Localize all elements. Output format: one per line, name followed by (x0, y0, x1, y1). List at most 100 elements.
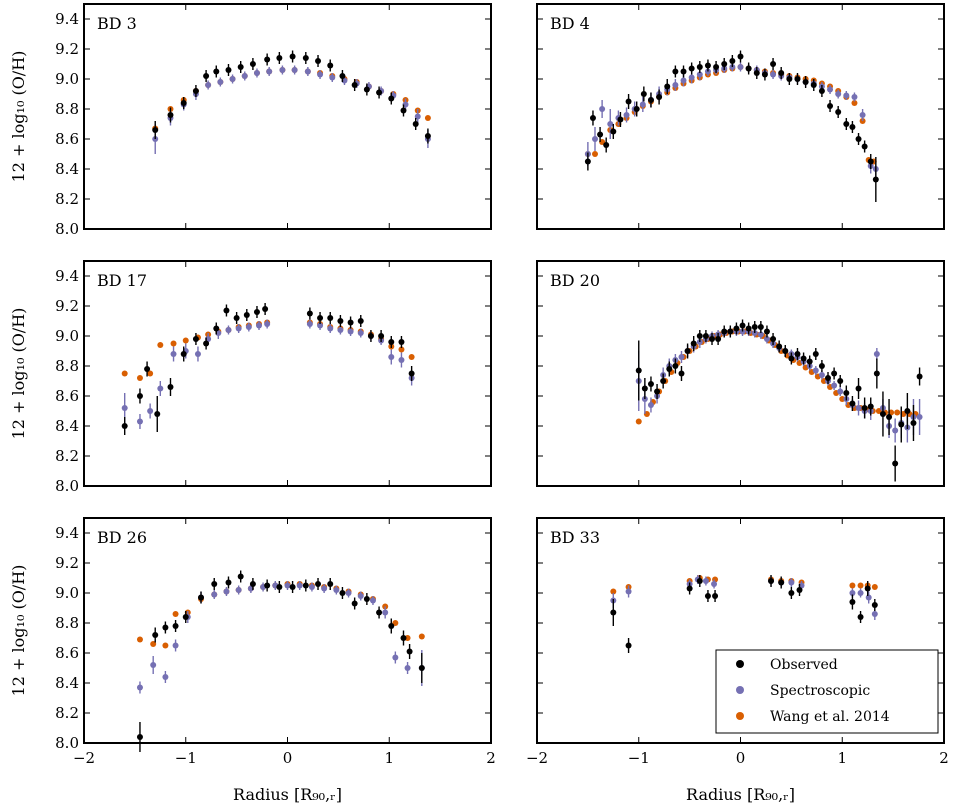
observed-point (660, 378, 667, 384)
observed-point (871, 602, 878, 608)
observed-point (406, 648, 413, 655)
observed-point (831, 370, 838, 377)
spectroscopic-point (916, 414, 923, 420)
wang-point (635, 418, 642, 425)
observed-point (152, 632, 159, 638)
observed-point (625, 98, 632, 105)
wang-point (408, 354, 415, 360)
observed-point (233, 315, 240, 321)
y-tick-label: 8.6 (55, 387, 79, 405)
observed-point (684, 348, 691, 354)
observed-point (680, 68, 687, 75)
spectroscopic-point (136, 418, 143, 425)
panel-frame (83, 3, 492, 230)
observed-point (400, 635, 407, 641)
spectroscopic-point (306, 321, 313, 327)
observed-point (872, 176, 879, 183)
spectroscopic-point (211, 591, 218, 598)
wang-point (157, 342, 164, 348)
spectroscopic-point (763, 336, 770, 342)
wang-point (172, 611, 179, 617)
legend-marker-observed (736, 660, 744, 668)
observed-point (243, 312, 250, 318)
observed-point (167, 384, 174, 390)
y-axis-label: 12 + log₁₀ (O/H) (9, 565, 28, 697)
spectroscopic-point (678, 354, 685, 360)
legend-marker-spectroscopic (736, 686, 744, 694)
observed-point (721, 61, 728, 67)
spectroscopic-point (241, 73, 248, 79)
spectroscopic-point (607, 121, 614, 127)
observed-point (180, 100, 187, 106)
spectroscopic-point (871, 611, 878, 617)
spectroscopic-point (223, 588, 230, 595)
spectroscopic-point (688, 74, 695, 81)
observed-point (264, 582, 271, 589)
spectroscopic-point (357, 330, 364, 336)
wang-point (170, 340, 177, 347)
observed-point (886, 414, 893, 420)
observed-point (879, 411, 886, 417)
observed-point (664, 83, 671, 90)
observed-point (203, 73, 210, 79)
wang-point (398, 346, 405, 353)
x-tick-label: 1 (384, 749, 394, 767)
observed-point (855, 136, 862, 142)
spectroscopic-point (308, 584, 315, 590)
spectroscopic-point (229, 76, 236, 82)
spectroscopic-point (205, 82, 212, 88)
observed-point (855, 385, 862, 392)
observed-point (641, 385, 648, 392)
spectroscopic-point (172, 642, 179, 649)
panels-layer: 8.08.28.48.68.89.09.29.4 BD 3 BD 48.08.28.… (55, 3, 949, 767)
observed-point (818, 88, 825, 94)
panel-frame (536, 260, 945, 487)
observed-point (635, 367, 642, 374)
spectroscopic-point (327, 325, 334, 332)
observed-point (825, 375, 832, 381)
observed-point (733, 325, 740, 332)
observed-point (721, 328, 728, 335)
x-tick-label: 2 (486, 749, 496, 767)
spectroscopic-point (317, 322, 324, 329)
panel-bd-17: 8.0 8.2 8.4 8.6 8.8 9.0 9.2 9.4 BD 17 (55, 260, 492, 495)
y-tick-label: 8.0 (55, 477, 79, 495)
observed-point (796, 587, 803, 593)
y-tick-label: 8.0 (55, 220, 79, 238)
y-tick-label: 9.0 (55, 70, 79, 88)
spectroscopic-point (818, 372, 825, 378)
observed-point (843, 390, 850, 396)
spectroscopic-point (827, 86, 834, 93)
spectroscopic-point (357, 593, 364, 599)
observed-point (264, 56, 271, 63)
observed-point (688, 65, 695, 72)
observed-point (180, 351, 187, 357)
spectroscopic-point (136, 684, 143, 691)
spectroscopic-point (623, 112, 630, 118)
observed-point (812, 351, 819, 357)
panel-bd-33: −2 −1 0 1 2 BD 33 (526, 517, 949, 767)
observed-point (776, 343, 783, 350)
observed-point (339, 590, 346, 596)
spectroscopic-point (235, 587, 242, 593)
y-tick-label: 9.0 (55, 327, 79, 345)
observed-point (289, 53, 296, 60)
wang-point (871, 584, 878, 590)
observed-point (788, 355, 795, 362)
panel-title: BD 3 (97, 14, 137, 33)
observed-point (203, 340, 210, 347)
spectroscopic-point (256, 322, 263, 329)
panel-title: BD 17 (97, 271, 147, 290)
observed-point (802, 79, 809, 85)
observed-point (678, 370, 685, 377)
observed-point (121, 423, 128, 429)
wang-point (147, 370, 154, 377)
panel-title: BD 33 (550, 528, 600, 547)
observed-point (249, 61, 256, 67)
observed-point (837, 378, 844, 384)
x-tick-label: 1 (837, 749, 847, 767)
observed-point (910, 420, 917, 426)
observed-point (337, 318, 344, 324)
observed-point (172, 623, 179, 629)
spectroscopic-point (672, 82, 679, 88)
